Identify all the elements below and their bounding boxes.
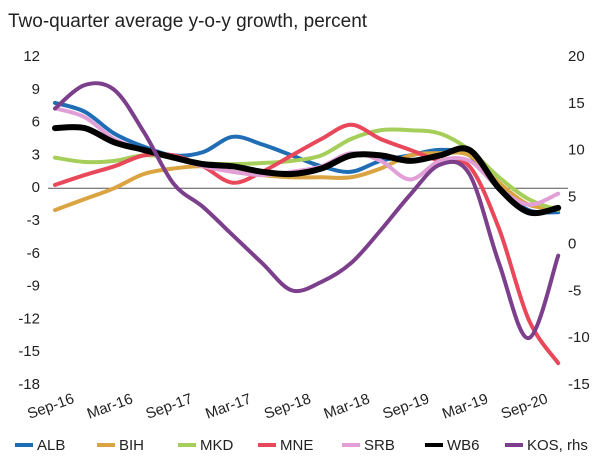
series-line	[53, 150, 561, 213]
x-tick-label: Sep-19	[380, 390, 431, 423]
legend-label: SRB	[364, 437, 395, 454]
y2-tick-label: -10	[568, 329, 590, 346]
x-tick-label: Mar-19	[440, 390, 490, 422]
y2-tick-label: 5	[568, 189, 576, 206]
y-tick-label: -3	[27, 212, 40, 229]
y2-tick-label: 15	[568, 95, 585, 112]
y-tick-label: -18	[18, 376, 40, 393]
x-tick-label: Sep-20	[499, 390, 550, 423]
y2-tick-label: 0	[568, 235, 576, 252]
series-line	[53, 81, 561, 341]
series-line	[53, 122, 561, 366]
y-tick-label: -6	[27, 245, 40, 262]
y2-tick-label: -15	[568, 376, 590, 393]
x-tick-label: Mar-18	[322, 390, 372, 422]
y-tick-label: -12	[18, 310, 40, 327]
y-tick-label: 0	[32, 179, 40, 196]
x-tick-label: Sep-18	[262, 390, 313, 423]
x-tick-label: Mar-17	[203, 390, 253, 422]
y2-tick-label: 10	[568, 142, 585, 159]
y2-tick-label: 20	[568, 48, 585, 65]
y-tick-label: 3	[32, 146, 40, 163]
x-tick-label: Sep-17	[144, 390, 195, 423]
legend-label: BIH	[119, 437, 144, 454]
legend-label: WB6	[447, 437, 480, 454]
y-tick-label: 9	[32, 81, 40, 98]
y-tick-label: 6	[32, 114, 40, 131]
y-tick-label: -9	[27, 278, 40, 295]
y-tick-label: -15	[18, 343, 40, 360]
series-line	[52, 124, 562, 217]
x-tick-label: Sep-16	[25, 390, 76, 423]
legend-label: ALB	[37, 437, 65, 454]
y-tick-label: 12	[23, 48, 40, 65]
legend-label: MKD	[200, 437, 234, 454]
x-tick-label: Mar-16	[85, 390, 135, 422]
chart-title: Two-quarter average y-o-y growth, percen…	[8, 11, 368, 32]
y2-tick-label: -5	[568, 282, 581, 299]
legend-label: MNE	[280, 437, 313, 454]
legend-label: KOS, rhs	[527, 437, 588, 454]
